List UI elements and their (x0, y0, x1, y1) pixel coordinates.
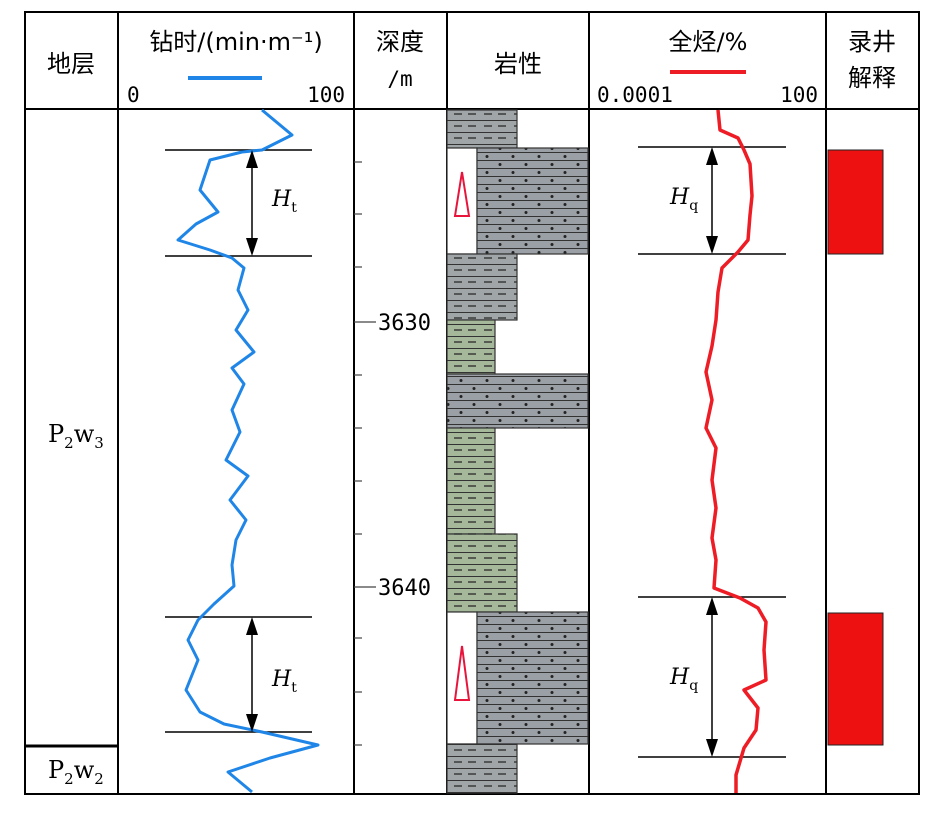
interp-box-lower (827, 612, 884, 746)
litho-mudstone-2 (446, 253, 518, 321)
header-depth-line2: /m (387, 67, 412, 91)
depth-label-3640: 3640 (378, 576, 431, 601)
header-interp-line1: 录井 (848, 28, 896, 56)
litho-mudstone-4 (446, 427, 496, 535)
stratum-p2w3: P2w3 (48, 420, 104, 452)
oil-show-triangle-icon (453, 645, 471, 701)
ht-label-lower: Ht (271, 667, 297, 696)
gas-curve (704, 109, 768, 793)
litho-mudstone-1 (446, 109, 518, 149)
hq-lower-arrow-up (706, 597, 718, 615)
header-total-gas: 全烃/% (669, 28, 748, 56)
litho-mudstone-6 (446, 743, 518, 794)
drill-time-scale-min: 0 (127, 83, 140, 107)
hq-lower-arrow-down (706, 739, 718, 757)
litho-mudstone-5 (446, 533, 518, 613)
header-interp-line2: 解释 (848, 64, 896, 92)
depth-ticks (354, 161, 362, 746)
hq-upper-arrow-down (706, 236, 718, 254)
gas-scale-max: 100 (780, 83, 818, 107)
ht-lower-arrow-down (246, 714, 258, 732)
litho-sandstone-1 (476, 147, 589, 255)
ht-label-upper: Ht (271, 187, 297, 216)
header-drill-time: 钻时/(min·m⁻¹) (149, 28, 322, 56)
drill-time-curve (176, 108, 320, 794)
lithology-column (446, 109, 589, 794)
header-lithology: 岩性 (494, 50, 542, 78)
gas-scale-min: 0.0001 (597, 83, 673, 107)
oil-show-triangle-icon (453, 171, 471, 217)
ht-lower-arrow-up (246, 617, 258, 635)
hq-upper-arrow-up (706, 147, 718, 165)
litho-mudstone-3 (446, 319, 496, 375)
hq-label-lower: Hq (669, 665, 698, 694)
hq-label-upper: Hq (669, 185, 698, 214)
interp-box-upper (827, 149, 884, 255)
litho-sandstone-3 (476, 611, 589, 745)
drill-time-scale-max: 100 (307, 83, 345, 107)
ht-upper-arrow-up (246, 150, 258, 168)
depth-label-3630: 3630 (378, 311, 431, 336)
header-formation: 地层 (47, 50, 95, 78)
litho-sandstone-2 (446, 373, 589, 429)
outer-frame (24, 11, 920, 795)
header-depth-line1: 深度 (376, 28, 424, 56)
ht-upper-arrow-down (246, 238, 258, 256)
stratum-p2w2: P2w2 (48, 756, 104, 788)
